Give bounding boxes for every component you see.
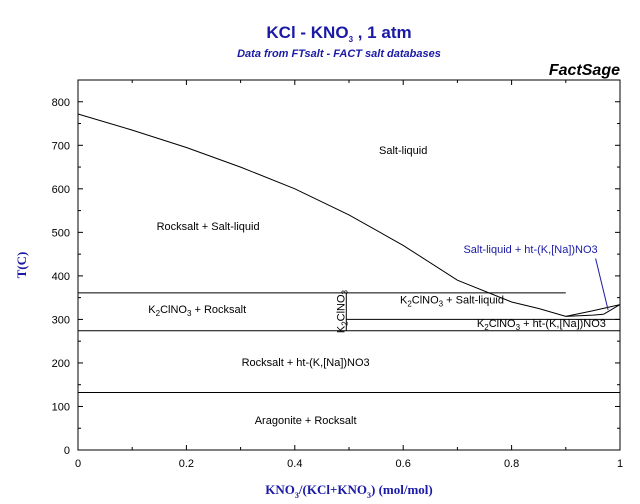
region-label: Salt-liquid + ht-(K,[Na])NO3 (463, 244, 597, 256)
region-labels: Salt-liquid Rocksalt + Salt-liquid Salt-li… (148, 145, 609, 427)
x-axis-label: KNO3/(KCl+KNO3) (mol/mol) (265, 482, 432, 500)
region-label: Salt-liquid (379, 145, 427, 157)
boundary-ht-nitrate-liquidus (565, 313, 604, 317)
y-tick-label: 400 (52, 271, 70, 283)
x-tick-label: 1 (617, 458, 623, 470)
phase-boundaries (77, 113, 621, 393)
chart-subtitle: Data from FTsalt - FACT salt databases (237, 48, 441, 60)
compound-label: K2ClNO3 (335, 289, 349, 333)
boundary-ht-nitrate-solidus (603, 304, 621, 315)
y-tick-label: 600 (52, 184, 70, 196)
chart-title: KCl - KNO3 , 1 atm (266, 23, 411, 44)
x-tick-label: 0.8 (504, 458, 519, 470)
region-label: K2ClNO3 + Rocksalt (148, 304, 246, 318)
x-tick-label: 0.6 (396, 458, 411, 470)
x-tick-label: 0.4 (287, 458, 302, 470)
label-pointer-line (595, 258, 609, 310)
y-tick-label: 200 (52, 358, 70, 370)
region-label: K2ClNO3 + ht-(K,[Na])NO3 (477, 318, 606, 332)
region-label: Aragonite + Rocksalt (255, 415, 357, 427)
region-label: K2ClNO3 + Salt-liquid (400, 294, 504, 308)
y-tick-label: 300 (52, 314, 70, 326)
y-tick-label: 100 (52, 401, 70, 413)
y-tick-label: 500 (52, 227, 70, 239)
y-tick-label: 800 (52, 97, 70, 109)
boundary-liquidus-nitrate (565, 304, 621, 317)
x-tick-label: 0 (75, 458, 81, 470)
y-tick-label: 700 (52, 140, 70, 152)
region-label: Rocksalt + Salt-liquid (157, 221, 260, 233)
brand-label: FactSage (549, 62, 620, 79)
y-tick-label: 0 (64, 445, 70, 457)
axis-ticks: 0 0.2 0.4 0.6 0.8 1 0 100 200 300 400 500 600 700 800 (52, 80, 623, 470)
y-axis-label: T(C) (14, 252, 29, 279)
x-tick-label: 0.2 (179, 458, 194, 470)
plot-frame (77, 79, 621, 451)
boundary-liquidus-rocksalt (77, 113, 566, 317)
region-label: Rocksalt + ht-(K,[Na])NO3 (242, 357, 370, 369)
